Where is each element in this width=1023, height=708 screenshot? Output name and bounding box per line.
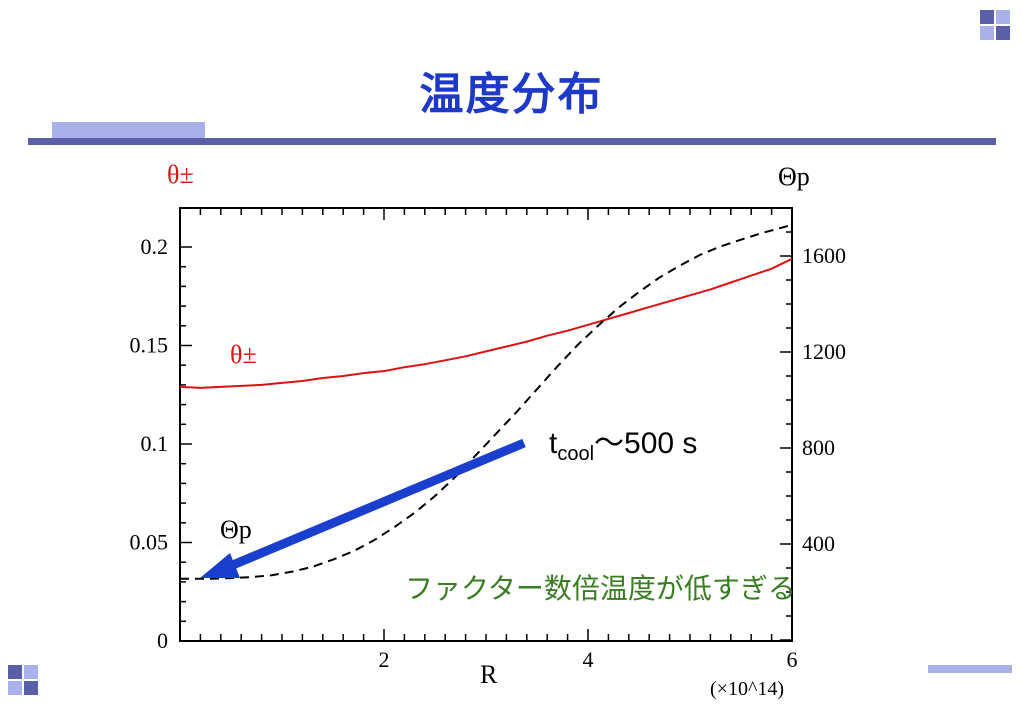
corner-square-top-right-light (996, 10, 1010, 24)
y-right-tick-label: 1200 (802, 339, 846, 364)
corner-square-bottom-left-dark (8, 665, 22, 679)
corner-square-top-right-dark (980, 10, 994, 24)
x-tick-label: 2 (379, 647, 390, 672)
theta-pm-series-line (179, 257, 793, 389)
y-right-tick-label: 1600 (802, 243, 846, 268)
left-axis-title-main: θ± (167, 160, 194, 189)
title-accent-light-bar (52, 122, 205, 138)
factor-note-annotation: ファクター数倍温度が低すぎる (405, 573, 796, 604)
y-left-tick-label: 0.1 (141, 431, 169, 456)
x-axis-multiplier: (×10^14) (710, 678, 784, 700)
theta-p-curve-label: Θp (220, 515, 252, 544)
slide-title: 温度分布 (419, 69, 604, 120)
right-axis-title: Θp (778, 162, 810, 192)
left-axis-title: θ± (167, 160, 194, 190)
cooling-time-main: t (549, 427, 558, 460)
corner-square-bottom-left-light2 (8, 681, 22, 695)
cooling-time-rest: 〜500 s (594, 427, 698, 460)
corner-square-bottom-left-light (24, 665, 38, 679)
y-left-tick-label: 0 (157, 628, 168, 653)
theta-p-series-line (180, 223, 793, 580)
y-right-tick-label: 400 (802, 531, 835, 556)
cooling-time-annotation: tcool〜500 s (549, 418, 697, 466)
y-left-tick-label: 0.05 (130, 530, 169, 555)
x-tick-label: 4 (583, 647, 594, 672)
y-right-tick-label: 800 (802, 435, 835, 460)
cooling-time-sub: cool (557, 443, 595, 465)
footer-accent-bar (928, 665, 1012, 673)
theta-pm-curve-label: θ± (230, 340, 257, 369)
x-axis-title: R (480, 660, 498, 689)
corner-square-top-right-light2 (980, 26, 994, 40)
y-left-tick-label: 0.15 (130, 333, 169, 358)
cooling-arrow-shaft (226, 438, 526, 572)
corner-square-top-right-dark2 (996, 26, 1010, 40)
x-tick-label: 6 (787, 647, 798, 672)
right-axis-title-main: Θp (778, 162, 810, 191)
title-accent-bar (28, 138, 996, 145)
cooling-arrow-head (200, 553, 240, 578)
chart-layer: 2 4 6 0 0.05 0.1 0.15 0.2 400 800 1200 1600 (130, 207, 846, 672)
y-left-tick-label: 0.2 (141, 234, 169, 259)
corner-square-bottom-left-dark2 (24, 681, 38, 695)
